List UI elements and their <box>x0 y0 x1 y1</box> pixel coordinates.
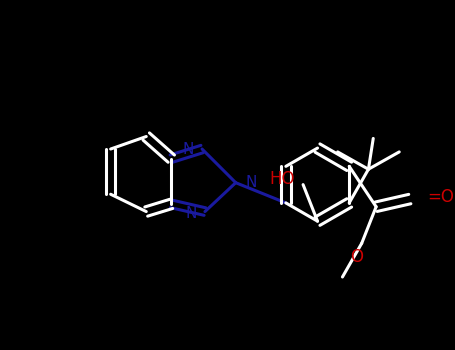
Text: N: N <box>245 175 257 190</box>
Text: N: N <box>183 141 194 156</box>
Text: =O: =O <box>427 188 454 206</box>
Text: HO: HO <box>269 170 295 188</box>
Text: N: N <box>186 206 197 221</box>
Text: O: O <box>350 248 364 266</box>
